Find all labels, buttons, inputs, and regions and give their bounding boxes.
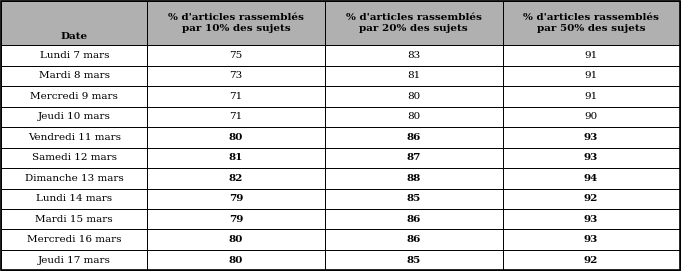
Text: 86: 86: [407, 215, 421, 224]
Text: 82: 82: [229, 174, 243, 183]
Text: 91: 91: [584, 71, 598, 80]
Text: 88: 88: [407, 174, 421, 183]
Text: 83: 83: [407, 51, 420, 60]
Text: Lundi 14 mars: Lundi 14 mars: [36, 194, 112, 203]
Bar: [503, 86, 680, 107]
Bar: [325, 168, 503, 189]
Text: 85: 85: [407, 194, 421, 203]
Bar: [1, 230, 147, 250]
Bar: [1, 250, 147, 270]
Text: Date: Date: [61, 32, 88, 41]
Text: 80: 80: [229, 235, 243, 244]
Text: % d'articles rassemblés
par 50% des sujets: % d'articles rassemblés par 50% des suje…: [523, 13, 659, 33]
Bar: [503, 127, 680, 147]
Bar: [503, 189, 680, 209]
Text: 93: 93: [584, 133, 598, 142]
Bar: [325, 250, 503, 270]
Text: 80: 80: [229, 133, 243, 142]
Text: 80: 80: [407, 112, 420, 121]
Text: % d'articles rassemblés
par 10% des sujets: % d'articles rassemblés par 10% des suje…: [168, 13, 304, 33]
Bar: [325, 107, 503, 127]
Bar: [325, 86, 503, 107]
Bar: [147, 107, 325, 127]
Bar: [325, 147, 503, 168]
Text: Samedi 12 mars: Samedi 12 mars: [32, 153, 116, 162]
Bar: [147, 147, 325, 168]
Bar: [147, 1, 325, 45]
Text: Dimanche 13 mars: Dimanche 13 mars: [25, 174, 124, 183]
Bar: [1, 107, 147, 127]
Bar: [503, 250, 680, 270]
Text: 71: 71: [229, 92, 242, 101]
Bar: [503, 45, 680, 66]
Text: % d'articles rassemblés
par 20% des sujets: % d'articles rassemblés par 20% des suje…: [346, 13, 481, 33]
Text: 90: 90: [584, 112, 598, 121]
Bar: [1, 147, 147, 168]
Text: 87: 87: [407, 153, 421, 162]
Text: 71: 71: [229, 112, 242, 121]
Bar: [147, 230, 325, 250]
Text: 75: 75: [229, 51, 242, 60]
Text: Mercredi 16 mars: Mercredi 16 mars: [27, 235, 121, 244]
Bar: [325, 230, 503, 250]
Bar: [147, 127, 325, 147]
Bar: [147, 66, 325, 86]
Bar: [503, 66, 680, 86]
Bar: [325, 209, 503, 230]
Text: Mercredi 9 mars: Mercredi 9 mars: [31, 92, 118, 101]
Text: 80: 80: [407, 92, 420, 101]
Bar: [147, 250, 325, 270]
Text: 79: 79: [229, 194, 243, 203]
Bar: [147, 168, 325, 189]
Text: 91: 91: [584, 51, 598, 60]
Bar: [1, 127, 147, 147]
Bar: [147, 86, 325, 107]
Text: 92: 92: [584, 256, 599, 265]
Bar: [325, 189, 503, 209]
Bar: [503, 107, 680, 127]
Text: 80: 80: [229, 256, 243, 265]
Bar: [503, 1, 680, 45]
Text: Jeudi 10 mars: Jeudi 10 mars: [38, 112, 111, 121]
Text: 81: 81: [229, 153, 243, 162]
Bar: [325, 45, 503, 66]
Bar: [1, 86, 147, 107]
Text: 92: 92: [584, 194, 599, 203]
Bar: [1, 45, 147, 66]
Text: 91: 91: [584, 92, 598, 101]
Bar: [147, 45, 325, 66]
Text: 93: 93: [584, 153, 598, 162]
Bar: [1, 209, 147, 230]
Bar: [503, 147, 680, 168]
Text: Mardi 8 mars: Mardi 8 mars: [39, 71, 110, 80]
Bar: [503, 168, 680, 189]
Text: 93: 93: [584, 235, 598, 244]
Bar: [325, 66, 503, 86]
Bar: [503, 230, 680, 250]
Bar: [503, 209, 680, 230]
Bar: [325, 127, 503, 147]
Text: 81: 81: [407, 71, 420, 80]
Text: 86: 86: [407, 133, 421, 142]
Text: Vendredi 11 mars: Vendredi 11 mars: [28, 133, 121, 142]
Bar: [147, 209, 325, 230]
Text: 73: 73: [229, 71, 242, 80]
Bar: [1, 168, 147, 189]
Text: 79: 79: [229, 215, 243, 224]
Bar: [325, 1, 503, 45]
Text: 86: 86: [407, 235, 421, 244]
Text: Mardi 15 mars: Mardi 15 mars: [35, 215, 113, 224]
Text: 94: 94: [584, 174, 598, 183]
Bar: [1, 189, 147, 209]
Text: Lundi 7 mars: Lundi 7 mars: [39, 51, 109, 60]
Text: 93: 93: [584, 215, 598, 224]
Bar: [1, 1, 147, 45]
Bar: [1, 66, 147, 86]
Text: 85: 85: [407, 256, 421, 265]
Bar: [147, 189, 325, 209]
Text: Jeudi 17 mars: Jeudi 17 mars: [38, 256, 111, 265]
